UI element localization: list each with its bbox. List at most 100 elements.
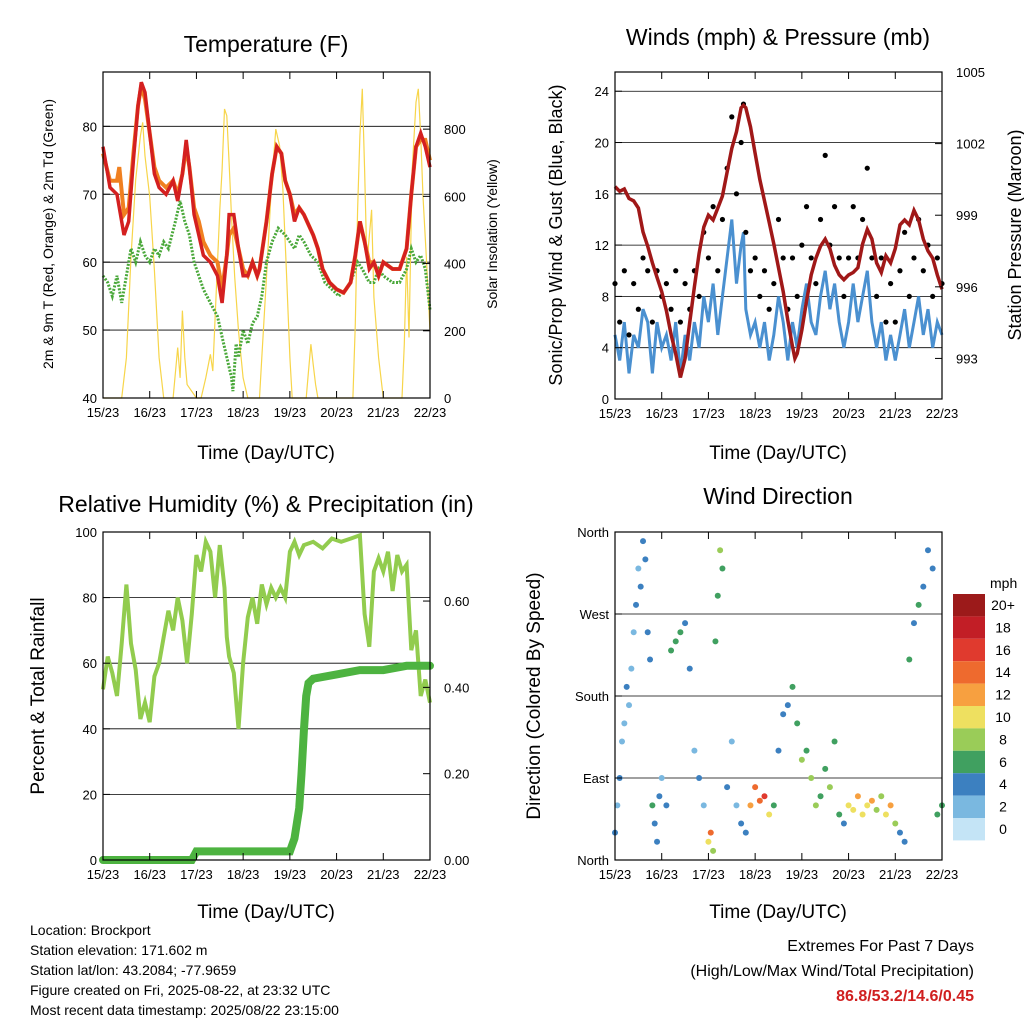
direction-point	[859, 811, 866, 818]
x-tick-label: 15/23	[87, 405, 120, 420]
legend-label: 16	[995, 642, 1011, 658]
legend-label: 14	[995, 664, 1011, 680]
x-tick-label: 19/23	[274, 405, 307, 420]
y2-tick-label: 600	[444, 189, 466, 204]
gust-point	[617, 319, 623, 325]
direction-point	[803, 747, 810, 754]
direction-point	[924, 547, 931, 554]
legend-swatch	[953, 594, 985, 617]
t2m-line	[101, 81, 432, 304]
direction-point	[906, 656, 913, 663]
extremes-values: 86.8/53.2/14.6/0.45	[836, 988, 974, 1005]
humidity-series	[99, 532, 434, 864]
x-tick-label: 16/23	[645, 867, 678, 882]
direction-title: Wind Direction	[703, 483, 853, 509]
y-tick-label: 12	[595, 238, 609, 253]
direction-legend-title: mph	[990, 575, 1017, 591]
gust-point	[757, 293, 763, 300]
humidity-axes: 0 20 40 60 80 100 0.00 0.20 0.40 0.60 15/23 16/23 17…	[75, 525, 469, 882]
direction-point	[672, 638, 679, 645]
x-tick-label: 22/23	[414, 405, 447, 420]
gust-point	[677, 319, 684, 325]
direction-point	[700, 802, 707, 809]
rh-line	[101, 532, 432, 729]
direction-series	[612, 538, 945, 854]
gust-point	[780, 255, 786, 261]
direction-point	[647, 656, 654, 663]
y-tick-label: North	[577, 525, 609, 540]
extremes-subtitle: (High/Low/Max Wind/Total Precipitation)	[690, 963, 974, 980]
direction-point	[705, 838, 712, 845]
gust-point	[888, 280, 894, 287]
y-tick-label: 20	[595, 136, 609, 151]
legend-swatch	[953, 773, 985, 796]
gust-point	[808, 255, 814, 261]
plot-frame	[102, 71, 431, 399]
direction-point	[710, 847, 717, 854]
gust-point	[883, 319, 889, 325]
direction-point	[775, 747, 782, 754]
y-tick-label: 60	[83, 255, 97, 270]
direction-legend: 20+ 18 16 14 12 10 8 6 4 2 0	[953, 594, 1015, 841]
direction-point	[728, 738, 735, 745]
x-tick-label: 19/23	[786, 867, 819, 882]
direction-point	[840, 820, 847, 827]
gust-point	[817, 216, 824, 223]
location-text: Location: Brockport	[30, 922, 151, 938]
gust-point	[743, 229, 749, 235]
gust-point	[738, 139, 744, 146]
gust-point	[836, 255, 842, 261]
x-tick-label: 22/23	[926, 406, 959, 421]
gust-point	[794, 293, 800, 300]
x-tick-label: 20/23	[832, 867, 865, 882]
gust-point	[729, 114, 735, 120]
y-tick-label: West	[580, 607, 610, 622]
y-tick-label: North	[577, 853, 609, 868]
direction-point	[845, 802, 852, 809]
elevation-text: Station elevation: 171.602 m	[30, 942, 208, 958]
gust-point	[771, 280, 777, 287]
gust-point	[822, 152, 828, 158]
y2-tick-label: 800	[444, 122, 466, 137]
x-tick-label: 20/23	[320, 405, 353, 420]
gust-point	[892, 319, 898, 325]
legend-label: 12	[995, 687, 1011, 703]
direction-point	[742, 829, 749, 836]
direction-point	[649, 802, 656, 809]
legend-swatch	[953, 661, 985, 684]
direction-point	[626, 702, 633, 709]
winds-panel: Winds (mph) & Pressure (mb) 0 4 8 12 16 20 24 9…	[546, 24, 1024, 464]
gust-point	[841, 293, 847, 300]
humidity-panel: Relative Humidity (%) & Precipitation (i…	[28, 491, 474, 923]
gust-point	[902, 229, 908, 235]
direction-point	[812, 802, 819, 809]
direction-point	[868, 797, 875, 804]
gust-point	[934, 255, 940, 261]
x-tick-label: 17/23	[692, 406, 725, 421]
direction-point	[901, 838, 908, 845]
y-tick-label: 40	[83, 391, 97, 406]
direction-point	[633, 601, 640, 608]
direction-point	[654, 838, 661, 845]
y-tick-label: 80	[83, 119, 97, 134]
y-tick-label: 100	[75, 525, 97, 540]
rain-line	[99, 661, 434, 864]
legend-swatch	[953, 728, 985, 751]
gust-point	[668, 306, 674, 312]
gust-point	[696, 293, 702, 300]
y-tick-label: 0	[90, 853, 97, 868]
direction-point	[892, 820, 899, 827]
legend-swatch	[953, 683, 985, 706]
gust-point	[911, 255, 917, 261]
temperature-title: Temperature (F)	[184, 31, 349, 57]
x-tick-label: 21/23	[367, 867, 400, 882]
y2-tick-label: 1005	[956, 65, 985, 80]
direction-xlabel: Time (Day/UTC)	[709, 902, 847, 923]
gust-point	[640, 255, 646, 261]
x-tick-label: 17/23	[692, 867, 725, 882]
legend-label: 4	[999, 776, 1007, 792]
direction-point	[882, 811, 889, 818]
direction-point	[878, 793, 885, 800]
gust-point	[626, 332, 632, 338]
direction-point	[873, 806, 880, 813]
